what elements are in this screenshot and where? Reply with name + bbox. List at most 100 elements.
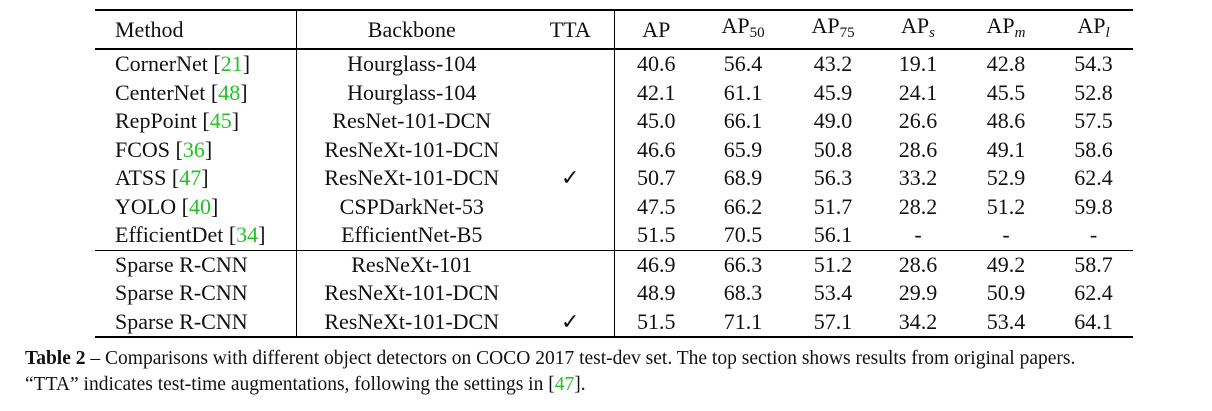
cell-ap75: 53.4 [813, 280, 853, 305]
table-caption: Table 2 – Comparisons with different obj… [25, 346, 1195, 398]
cell-aps: - [914, 222, 922, 247]
cell-tta-check [527, 78, 615, 107]
cell-ap75: 57.1 [788, 307, 878, 338]
method-name: Sparse R-CNN [115, 308, 248, 334]
cell-ap: 47.5 [637, 193, 676, 219]
cell-ap75: 45.9 [813, 79, 853, 105]
header-tta: TTA [527, 9, 615, 49]
cell-ap: 42.1 [637, 79, 676, 105]
cell-ap75: 56.3 [813, 165, 853, 190]
cell-apm: - [1002, 222, 1010, 247]
method-name: Sparse R-CNN [115, 251, 248, 277]
cell-apm: 52.9 [986, 165, 1026, 190]
cell-method: YOLO [40] [95, 192, 297, 221]
cell-aps: 26.6 [898, 108, 938, 133]
header-ap: AP [614, 9, 698, 49]
cell-ap: 51.5 [637, 222, 676, 247]
method-name: Sparse R-CNN [115, 280, 248, 305]
header-apl: APl [1054, 9, 1133, 49]
cell-apl: 59.8 [1074, 193, 1113, 219]
cell-ap75: 51.7 [813, 193, 853, 219]
table-row: FCOS [36] ResNeXt-101-DCN 46.6 65.9 50.8 28.6… [95, 135, 1133, 164]
method-name: RepPoint [115, 108, 197, 133]
cell-ap: 40.6 [614, 48, 698, 79]
method-name: CenterNet [115, 79, 206, 105]
method-name: ATSS [115, 165, 167, 190]
caption-citation-link[interactable]: 47 [554, 374, 575, 395]
header-apm: APm [958, 9, 1054, 49]
caption-label: Table 2 [25, 348, 86, 369]
cell-apl: 58.6 [1074, 136, 1113, 162]
cell-apl: 62.4 [1074, 280, 1113, 305]
cell-ap75: 49.0 [813, 108, 853, 133]
citation-link[interactable]: 40 [188, 193, 211, 219]
method-name: FCOS [115, 136, 171, 162]
table-row: Sparse R-CNN ResNeXt-101-DCN 48.9 68.3 53.4 2… [95, 279, 1133, 308]
cell-method: FCOS [36] [95, 135, 297, 164]
cell-aps: 28.6 [878, 249, 958, 279]
cell-apl: - [1089, 222, 1098, 247]
cell-method: CornerNet [21] [95, 48, 297, 79]
cell-tta-check [527, 279, 615, 308]
cell-ap50: 68.9 [723, 165, 763, 190]
cell-ap75: 50.8 [813, 136, 853, 162]
citation-link[interactable]: 34 [236, 222, 259, 247]
table-row: Sparse R-CNN ResNeXt-101-DCN ✓ 51.5 71.1 57.1… [95, 307, 1133, 338]
header-aps: APs [878, 9, 958, 49]
cell-backbone: Hourglass-104 [296, 48, 527, 79]
cell-aps: 28.2 [898, 193, 938, 219]
cell-ap: 48.9 [637, 280, 676, 305]
cell-ap: 45.0 [637, 108, 676, 133]
cell-backbone: ResNeXt-101-DCN [324, 280, 500, 305]
cell-apm: 53.4 [958, 307, 1054, 338]
header-method: Method [95, 9, 297, 49]
cell-ap75: 51.2 [788, 249, 878, 279]
method-name: EfficientDet [115, 222, 224, 247]
cell-apm: 51.2 [986, 193, 1026, 219]
cell-apm: 50.9 [986, 280, 1026, 305]
cell-tta-check [527, 221, 615, 250]
cell-method: Sparse R-CNN [95, 279, 297, 308]
cell-apm: 48.6 [986, 108, 1026, 133]
cell-ap50: 70.5 [723, 222, 763, 247]
cell-aps: 34.2 [878, 307, 958, 338]
method-name: YOLO [115, 193, 177, 219]
cell-backbone: EfficientNet-B5 [341, 222, 483, 247]
cell-tta-check [527, 192, 615, 221]
cell-ap50: 71.1 [698, 307, 788, 338]
caption-text-1: – Comparisons with different object dete… [85, 348, 1076, 369]
cell-tta-check [527, 107, 615, 136]
table-row: EfficientDet [34] EfficientNet-B5 51.5 70.5… [95, 221, 1133, 250]
citation-link[interactable]: 47 [179, 165, 202, 190]
cell-apl: 52.8 [1074, 79, 1113, 105]
citation-link[interactable]: 45 [209, 108, 232, 133]
cell-apl: 58.7 [1054, 249, 1133, 279]
method-name: CornerNet [115, 51, 208, 76]
cell-ap75: 56.1 [813, 222, 853, 247]
table-body: CornerNet [21] Hourglass-104 40.6 56.4 43.2 1… [95, 48, 1133, 338]
citation-link[interactable]: 48 [218, 79, 241, 105]
cell-ap50: 66.3 [698, 249, 788, 279]
cell-method: CenterNet [48] [95, 78, 297, 107]
cell-backbone: ResNeXt-101 [296, 249, 527, 279]
table-row: RepPoint [45] ResNet-101-DCN 45.0 66.1 49.0 2… [95, 107, 1133, 136]
cell-method: ATSS [47] [95, 164, 297, 193]
citation-link[interactable]: 21 [220, 51, 243, 76]
table-row: CornerNet [21] Hourglass-104 40.6 56.4 43.2 1… [95, 48, 1133, 79]
cell-backbone: ResNeXt-101-DCN [296, 307, 527, 338]
header-backbone: Backbone [296, 9, 527, 49]
cell-apm: 42.8 [958, 48, 1054, 79]
cell-apm: 49.2 [958, 249, 1054, 279]
table-row: ATSS [47] ResNeXt-101-DCN ✓ 50.7 68.9 56.3 33.… [95, 164, 1133, 193]
table-row: Sparse R-CNN ResNeXt-101 46.9 66.3 51.2 28.6 4… [95, 249, 1133, 279]
cell-method: Sparse R-CNN [95, 249, 297, 279]
cell-aps: 24.1 [898, 79, 938, 105]
cell-method: EfficientDet [34] [95, 221, 297, 250]
cell-tta-check [527, 249, 615, 279]
citation-link[interactable]: 36 [182, 136, 205, 162]
cell-aps: 29.9 [898, 280, 938, 305]
cell-tta-check: ✓ [527, 164, 615, 193]
cell-ap: 46.6 [637, 136, 676, 162]
cell-apl: 64.1 [1054, 307, 1133, 338]
cell-backbone: ResNeXt-101-DCN [324, 136, 500, 162]
